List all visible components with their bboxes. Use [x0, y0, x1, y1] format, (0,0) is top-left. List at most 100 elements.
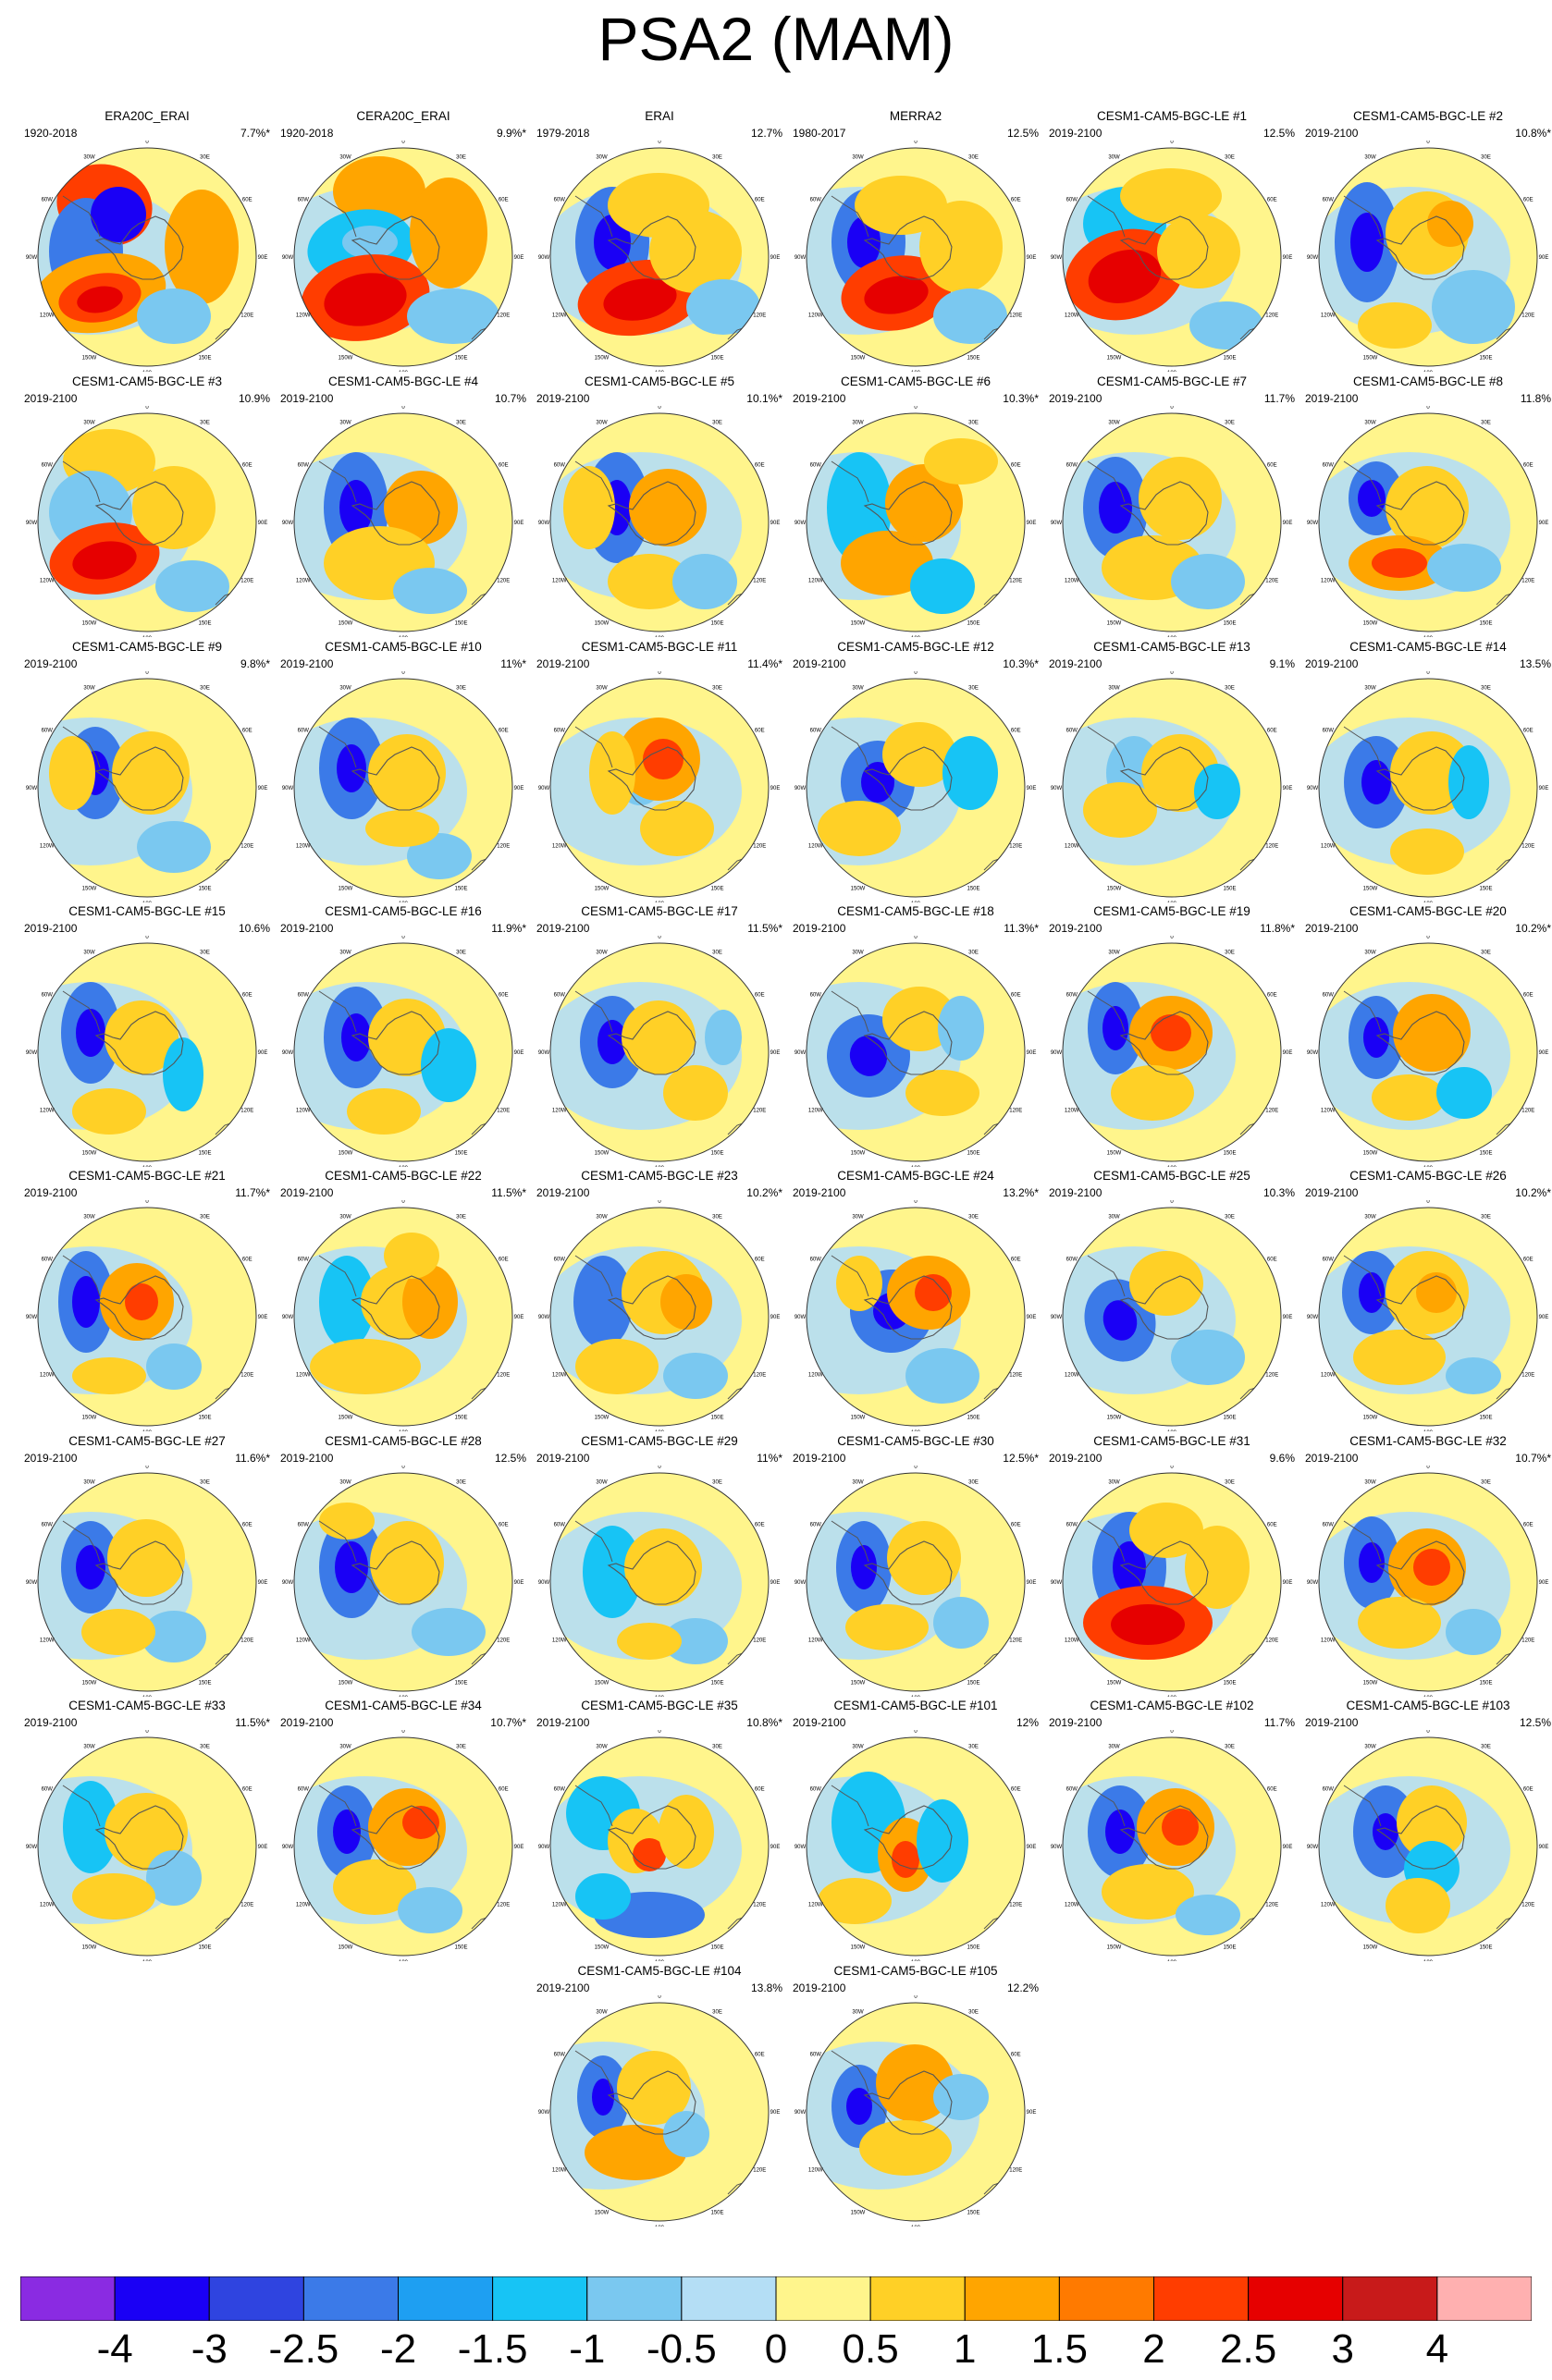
coastline	[607, 215, 696, 280]
longitude-label: 150E	[1479, 1150, 1492, 1156]
anomaly-contour	[942, 736, 998, 810]
coastline-south-america	[1343, 990, 1382, 1033]
longitude-label: 60E	[1011, 1257, 1021, 1263]
anomaly-contour	[882, 722, 956, 787]
longitude-label: 30W	[1108, 1480, 1120, 1486]
panel-title: CERA20C_ERAI	[356, 109, 450, 123]
longitude-label: 120W	[1321, 1109, 1336, 1114]
longitude-label: 60W	[42, 198, 54, 203]
polar-map: 030E60E90E120E150E180150W120W90W60W30W	[26, 1200, 267, 1431]
panel-percentage: 11%*	[500, 657, 526, 670]
map-border	[549, 1736, 770, 1957]
longitude-label: 120W	[552, 1638, 567, 1644]
polar-map: 030E60E90E120E150E180150W120W90W60W30W	[794, 671, 1036, 902]
anomaly-contour	[575, 1873, 631, 1920]
longitude-label: 150W	[851, 1680, 866, 1686]
longitude-label: 180	[655, 1696, 665, 1697]
longitude-label: 60W	[810, 729, 822, 734]
longitude-label: 150W	[82, 1944, 97, 1950]
panel-years: 2019-2100	[1049, 392, 1102, 405]
longitude-label: 0	[658, 406, 661, 411]
longitude-label: 30E	[1481, 951, 1491, 956]
longitude-label: 60W	[1323, 993, 1335, 999]
panel-map: 0 30E 60E 90E 120E 150E 180 150W 120W 90W 60W 30W	[1307, 406, 1549, 637]
longitude-label: 30E	[1481, 421, 1491, 426]
longitude-label: 150E	[710, 1680, 723, 1686]
longitude-label: 60E	[1011, 993, 1021, 999]
longitude-label: 60E	[499, 993, 509, 999]
longitude-label: 30E	[1225, 1215, 1235, 1221]
longitude-label: 30W	[852, 686, 864, 692]
panel-map: 0 30E 60E 90E 120E 150E 180 150W 120W 90W 60W 30W	[538, 406, 781, 637]
longitude-label: 60W	[298, 993, 310, 999]
anomaly-contour	[1088, 250, 1162, 303]
longitude-label: 150E	[198, 620, 211, 626]
longitude-label: 120W	[1065, 1638, 1079, 1644]
anomaly-contour	[818, 801, 901, 856]
longitude-label: 90E	[1539, 1845, 1549, 1850]
polar-map: 030E60E90E120E150E180150W120W90W60W30W	[1307, 141, 1548, 372]
longitude-label: 120W	[40, 1903, 55, 1908]
panel-title: CESM1-CAM5-BGC-LE #7	[1096, 374, 1248, 388]
colorbar-tick-label: 1.5	[1030, 2326, 1088, 2372]
panel-map: 0 30E 60E 90E 120E 150E 180 150W 120W 90W 60W 30W	[1307, 1466, 1549, 1697]
anomaly-contour	[393, 568, 467, 614]
polar-map: 030E60E90E120E150E180150W120W90W60W30W	[1051, 936, 1292, 1167]
panel-years: 2019-2100	[280, 922, 334, 935]
longitude-label: 60W	[1323, 463, 1335, 469]
anomaly-contour	[1386, 1878, 1450, 1933]
longitude-label: 150W	[851, 1944, 866, 1950]
anomaly-contour	[324, 273, 407, 326]
longitude-label: 120E	[240, 1903, 253, 1908]
longitude-label: 150E	[967, 1680, 979, 1686]
panel-title: CESM1-CAM5-BGC-LE #15	[68, 904, 226, 918]
longitude-label: 60E	[755, 2053, 765, 2058]
anomaly-contour	[1432, 270, 1515, 344]
coastline-south-america	[1087, 1255, 1126, 1297]
longitude-label: 0	[914, 141, 918, 145]
longitude-label: 90E	[1539, 521, 1549, 526]
longitude-label: 150W	[82, 620, 97, 626]
coastline	[351, 746, 440, 811]
longitude-label: 90W	[794, 1315, 807, 1320]
longitude-label: 120E	[1265, 1373, 1278, 1379]
colorbar-swatch	[398, 2276, 494, 2321]
panel-years: 1980-2017	[793, 127, 846, 140]
panel-years: 2019-2100	[24, 922, 78, 935]
anomaly-contour	[603, 278, 677, 321]
longitude-label: 60E	[1267, 993, 1277, 999]
longitude-label: 180	[655, 1430, 665, 1431]
panel-percentage: 10.1%*	[746, 392, 782, 405]
longitude-label: 30W	[339, 1480, 351, 1486]
longitude-label: 150W	[1363, 1415, 1378, 1420]
polar-map: 030E60E90E120E150E180150W120W90W60W30W	[26, 936, 267, 1167]
longitude-label: 150W	[1107, 886, 1122, 891]
anomaly-contour	[1372, 548, 1427, 578]
map-panel: CESM1-CAM5-BGC-LE #28 2019-2100 12.5% 0 30E 6…	[275, 1434, 532, 1698]
anomaly-contour	[1359, 1272, 1385, 1313]
longitude-label: 60E	[755, 1257, 765, 1263]
colorbar-tick-label: -3	[191, 2326, 228, 2372]
coastline	[1375, 1011, 1465, 1075]
longitude-label: 30W	[339, 155, 351, 161]
longitude-label: 120W	[552, 579, 567, 584]
map-border	[37, 678, 257, 898]
longitude-label: 120E	[1009, 2168, 1022, 2174]
coastline-south-america	[574, 1255, 613, 1297]
coastline-south-america	[574, 1785, 613, 1827]
longitude-label: 60W	[42, 1787, 54, 1793]
longitude-label: 120E	[1521, 1109, 1534, 1114]
longitude-label: 150E	[1223, 355, 1236, 361]
map-border	[1062, 1207, 1282, 1427]
anomaly-contour	[1157, 215, 1240, 288]
longitude-label: 150E	[710, 1150, 723, 1156]
longitude-label: 90W	[282, 1050, 294, 1056]
panel-years: 2019-2100	[1049, 1186, 1102, 1199]
map-border	[37, 1472, 257, 1692]
coastline	[863, 481, 953, 546]
anomaly-contour	[592, 2079, 614, 2116]
anomaly-contour	[398, 1887, 462, 1933]
longitude-label: 90E	[770, 1845, 781, 1850]
anomaly-contour	[77, 286, 123, 313]
map-border	[1318, 942, 1538, 1162]
